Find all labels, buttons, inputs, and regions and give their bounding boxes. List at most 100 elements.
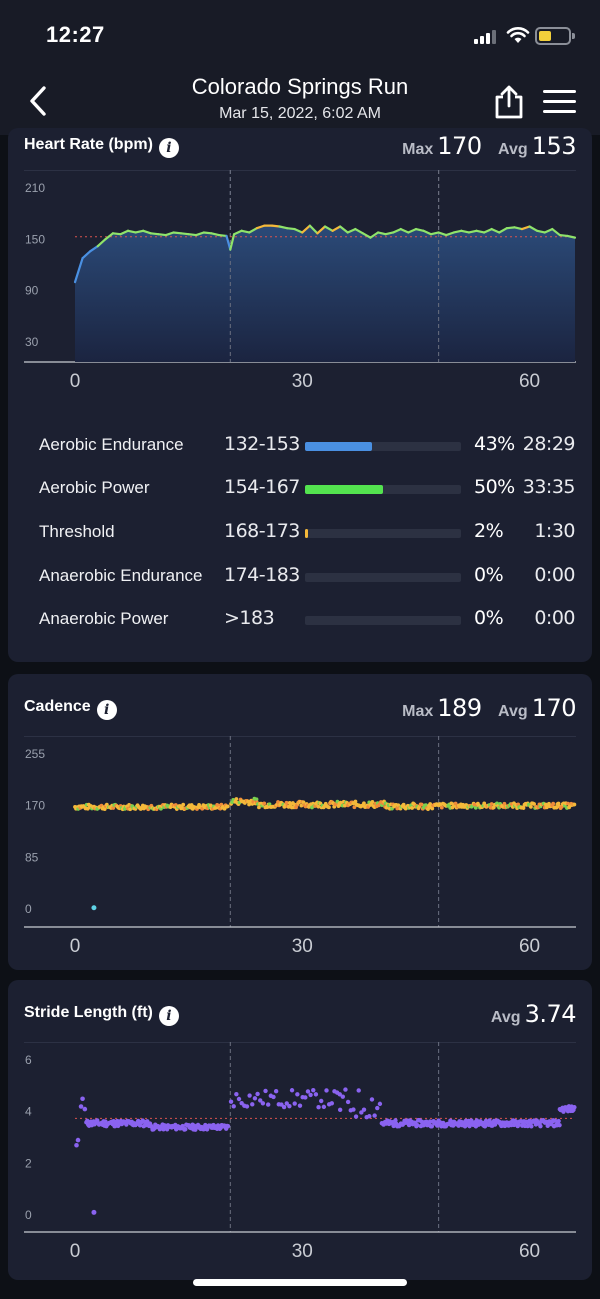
zone-time: 33:35 (522, 476, 576, 498)
heart-rate-line-segment (73, 257, 84, 284)
y-tick-label: 4 (25, 1105, 32, 1119)
heart-rate-line-segment (361, 232, 372, 239)
y-tick-label: 0 (25, 902, 32, 916)
stride-point (377, 1101, 383, 1107)
heart-rate-line-segment (195, 231, 205, 237)
heart-rate-line-segment (520, 225, 531, 231)
hamburger-menu-icon[interactable] (543, 90, 576, 116)
heart-rate-line-segment (134, 229, 145, 234)
stride-point (415, 1122, 420, 1128)
stride-point (82, 1106, 88, 1112)
stride-point (308, 1092, 313, 1098)
info-icon[interactable]: i (96, 700, 117, 720)
stride-point (85, 1118, 90, 1123)
heart-rate-line-segment (293, 227, 304, 234)
stride-point (111, 1118, 116, 1124)
x-tick-label: 30 (292, 936, 313, 957)
heart-rate-line-segment (81, 250, 92, 260)
heart-rate-line-segment (240, 229, 251, 234)
home-indicator[interactable] (193, 1279, 407, 1286)
zone-range: 174-183 (224, 564, 300, 586)
heart-rate-line-segment (255, 224, 266, 230)
zone-bar-fill (305, 529, 309, 538)
heart-rate-line-segment (278, 225, 289, 230)
stride-point (572, 1105, 577, 1110)
zone-bar-fill (305, 442, 373, 451)
stride-point (545, 1123, 550, 1129)
cadence-point (370, 800, 375, 804)
stride-point (529, 1124, 534, 1129)
share-icon[interactable] (492, 84, 526, 120)
status-bar: 12:27 (0, 0, 600, 70)
cadence-point (428, 802, 433, 806)
stride-point (557, 1122, 562, 1128)
y-tick-label: 6 (25, 1053, 32, 1067)
cadence-point (410, 806, 415, 810)
zone-bar (305, 616, 461, 625)
heart-rate-line-segment (498, 227, 508, 234)
avg-label: Avg (498, 703, 528, 720)
zone-bar (305, 573, 461, 582)
stride-point (538, 1123, 543, 1129)
cadence-point (554, 805, 559, 810)
heart-rate-line-segment (490, 227, 501, 234)
x-tick-label: 30 (292, 371, 313, 392)
x-tick-label: 30 (292, 1241, 313, 1262)
heart-rate-line-segment (422, 229, 433, 236)
zone-row: Aerobic Endurance 132-153 43% 28:29 (8, 430, 592, 460)
cadence-point (327, 805, 331, 810)
max-label: Max (402, 141, 434, 158)
heart-rate-header: Heart Rate (bpm) i Max 170 Avg 153 (24, 132, 577, 160)
y-tick-label: 0 (25, 1208, 32, 1222)
zone-name: Anaerobic Power (39, 609, 169, 628)
heart-rate-card: Heart Rate (bpm) i Max 170 Avg 153 210 150 90… (8, 128, 592, 662)
cadence-point (426, 807, 430, 812)
stride-point (345, 1099, 351, 1105)
stride-point (359, 1110, 364, 1115)
zone-percent: 2% (474, 520, 504, 542)
stride-point (271, 1094, 276, 1100)
heart-rate-line-segment (316, 225, 327, 235)
zone-row: Anaerobic Power >183 0% 0:00 (8, 604, 592, 634)
zone-name: Threshold (39, 522, 115, 541)
cadence-point (299, 803, 304, 808)
stride-point (225, 1123, 231, 1129)
cadence-point (257, 805, 261, 810)
stride-point (303, 1095, 308, 1100)
heart-rate-line-segment (414, 227, 425, 232)
heart-rate-line-segment (384, 231, 395, 236)
stride-point (343, 1087, 348, 1092)
heart-rate-line-segment (513, 226, 524, 231)
chevron-left-icon[interactable] (26, 84, 56, 118)
cadence-point (551, 801, 556, 806)
stride-point (287, 1103, 292, 1109)
stride-point (406, 1122, 412, 1128)
stride-point (361, 1107, 367, 1112)
zone-range: >183 (224, 607, 275, 629)
heart-rate-line-segment (142, 229, 152, 235)
zone-bar (305, 442, 461, 451)
info-icon[interactable]: i (158, 1006, 179, 1026)
stride-point (228, 1099, 234, 1104)
stride-point (492, 1122, 498, 1127)
max-value: 170 (437, 132, 482, 160)
cadence-point (254, 797, 259, 802)
heart-rate-line-segment (437, 231, 448, 237)
heart-rate-line-segment (323, 225, 334, 232)
info-icon[interactable]: i (158, 138, 179, 158)
heart-rate-line-segment (111, 232, 122, 236)
heart-rate-line-segment (346, 227, 357, 234)
cadence-point (352, 805, 357, 810)
stride-point (329, 1101, 335, 1106)
heart-rate-line-segment (399, 227, 410, 234)
cadence-title: Cadence (24, 698, 91, 715)
heart-rate-line-segment (301, 224, 311, 234)
stride-point (236, 1096, 242, 1102)
stride-point (231, 1104, 236, 1109)
stride-point (252, 1096, 258, 1101)
cadence-point (424, 803, 428, 808)
heart-rate-line-segment (126, 229, 137, 234)
stride-length-chart: 6 4 2 0 0 30 60 (24, 1042, 577, 1262)
heart-rate-line-segment (339, 225, 349, 234)
